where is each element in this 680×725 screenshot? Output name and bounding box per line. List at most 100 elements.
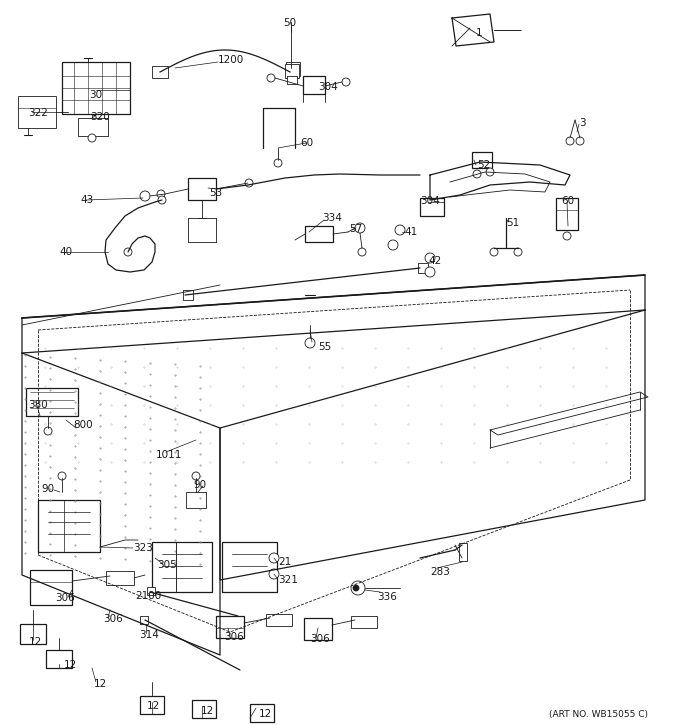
FancyBboxPatch shape [147, 587, 155, 595]
Text: 314: 314 [139, 630, 159, 640]
Text: 2100: 2100 [135, 591, 161, 601]
Circle shape [44, 427, 52, 435]
Text: 60: 60 [561, 196, 574, 206]
Circle shape [514, 248, 522, 256]
FancyBboxPatch shape [303, 76, 325, 94]
Circle shape [192, 472, 200, 480]
Circle shape [351, 581, 365, 595]
Text: 800: 800 [73, 420, 92, 430]
Text: 12: 12 [94, 679, 107, 689]
Text: 1011: 1011 [156, 450, 182, 460]
FancyBboxPatch shape [286, 62, 300, 76]
FancyBboxPatch shape [26, 388, 78, 416]
Text: 380: 380 [28, 400, 48, 410]
Text: 21: 21 [278, 557, 291, 567]
FancyBboxPatch shape [305, 226, 333, 242]
FancyBboxPatch shape [304, 618, 332, 640]
Text: 323: 323 [133, 543, 153, 553]
Circle shape [157, 190, 165, 198]
FancyBboxPatch shape [46, 650, 72, 668]
FancyBboxPatch shape [287, 76, 297, 84]
FancyBboxPatch shape [250, 704, 274, 722]
Circle shape [274, 159, 282, 167]
Circle shape [342, 78, 350, 86]
FancyBboxPatch shape [152, 66, 168, 78]
Text: 12: 12 [147, 701, 160, 711]
Text: 12: 12 [64, 660, 78, 670]
FancyBboxPatch shape [472, 152, 492, 168]
Circle shape [490, 248, 498, 256]
Text: 50: 50 [283, 18, 296, 28]
Text: 90: 90 [193, 480, 206, 490]
FancyBboxPatch shape [188, 178, 216, 200]
FancyBboxPatch shape [186, 492, 206, 508]
FancyBboxPatch shape [30, 570, 72, 605]
Text: 306: 306 [224, 632, 243, 642]
Text: 12: 12 [29, 637, 42, 647]
FancyBboxPatch shape [20, 624, 46, 644]
FancyBboxPatch shape [183, 290, 193, 300]
Circle shape [425, 253, 435, 263]
Circle shape [245, 179, 253, 187]
FancyBboxPatch shape [192, 700, 216, 718]
FancyBboxPatch shape [556, 198, 578, 230]
Text: 306: 306 [55, 593, 75, 603]
Text: 30: 30 [89, 90, 102, 100]
Text: 60: 60 [300, 138, 313, 148]
Circle shape [425, 267, 435, 277]
Text: 283: 283 [430, 567, 450, 577]
Text: 1200: 1200 [218, 55, 244, 65]
Text: 43: 43 [80, 195, 93, 205]
Text: 320: 320 [90, 112, 109, 122]
Text: 53: 53 [209, 188, 222, 198]
Text: 51: 51 [506, 218, 520, 228]
FancyBboxPatch shape [418, 263, 428, 273]
FancyBboxPatch shape [152, 542, 212, 592]
Circle shape [305, 338, 315, 348]
Circle shape [140, 191, 150, 201]
FancyBboxPatch shape [266, 614, 292, 626]
Circle shape [269, 553, 279, 563]
FancyBboxPatch shape [420, 198, 444, 216]
Circle shape [473, 170, 481, 178]
Text: 40: 40 [59, 247, 72, 257]
Circle shape [353, 585, 359, 591]
Text: 334: 334 [322, 213, 342, 223]
Text: 55: 55 [318, 342, 331, 352]
Circle shape [58, 472, 66, 480]
Circle shape [395, 225, 405, 235]
Circle shape [267, 74, 275, 82]
Circle shape [358, 248, 366, 256]
Text: 305: 305 [157, 560, 177, 570]
Circle shape [269, 569, 279, 579]
Circle shape [388, 240, 398, 250]
Circle shape [124, 248, 132, 256]
Text: 12: 12 [259, 709, 272, 719]
FancyBboxPatch shape [140, 696, 164, 714]
Text: 321: 321 [278, 575, 298, 585]
FancyBboxPatch shape [216, 616, 244, 638]
Text: 306: 306 [310, 634, 330, 644]
Circle shape [158, 196, 166, 204]
Text: 52: 52 [477, 160, 490, 170]
Text: 12: 12 [201, 706, 214, 716]
Text: 42: 42 [428, 256, 441, 266]
FancyBboxPatch shape [62, 62, 130, 114]
FancyBboxPatch shape [106, 571, 134, 585]
Circle shape [566, 137, 574, 145]
Text: 304: 304 [318, 82, 338, 92]
Circle shape [88, 134, 96, 142]
Text: 3: 3 [579, 118, 585, 128]
Text: 1: 1 [476, 28, 483, 38]
FancyBboxPatch shape [351, 616, 377, 628]
Text: 322: 322 [28, 108, 48, 118]
FancyBboxPatch shape [222, 542, 277, 592]
Text: 336: 336 [377, 592, 397, 602]
Circle shape [486, 168, 494, 176]
Text: 306: 306 [103, 614, 123, 624]
FancyBboxPatch shape [18, 96, 56, 128]
Text: 90: 90 [41, 484, 54, 494]
Text: 57: 57 [349, 224, 362, 234]
Text: 41: 41 [404, 227, 418, 237]
Text: 304: 304 [420, 196, 440, 206]
